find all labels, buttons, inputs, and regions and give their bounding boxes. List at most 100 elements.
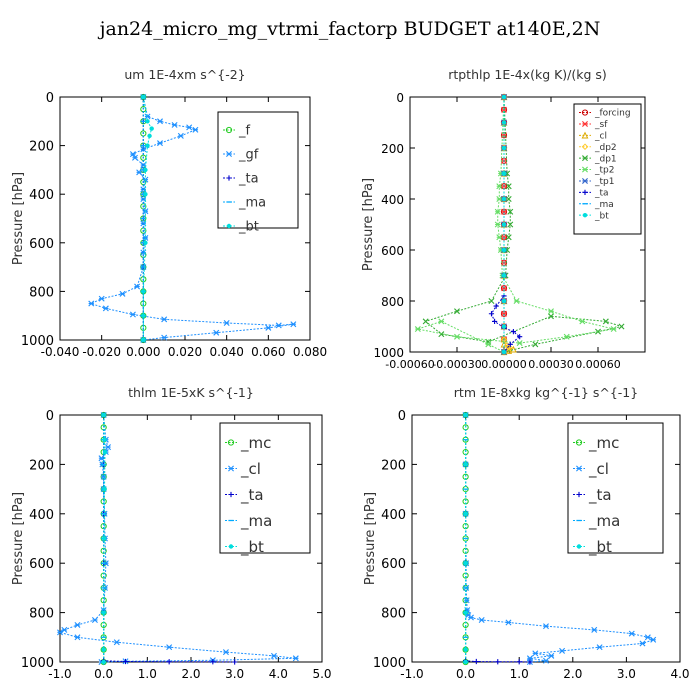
data-point xyxy=(644,634,651,641)
x-tick-label: -0.040 xyxy=(41,345,80,359)
data-point xyxy=(639,640,646,647)
x-tick-label: 1.0 xyxy=(510,667,529,681)
data-point xyxy=(143,167,148,173)
legend-label: _bt xyxy=(588,538,612,557)
data-point xyxy=(166,644,173,651)
legend-label: _bt xyxy=(238,220,259,235)
data-point xyxy=(101,610,106,615)
data-point xyxy=(129,311,136,318)
data-point xyxy=(270,652,277,659)
data-point xyxy=(543,623,549,630)
data-point xyxy=(494,221,501,228)
legend-label: _mc xyxy=(588,434,619,453)
data-point xyxy=(140,146,147,153)
data-point xyxy=(628,630,635,637)
data-point xyxy=(91,617,98,623)
data-point xyxy=(532,341,539,348)
data-point xyxy=(488,311,495,317)
y-axis-label: Pressure [hPa] xyxy=(11,172,26,265)
y-tick-label: 600 xyxy=(381,244,404,258)
data-point xyxy=(119,290,126,297)
legend-label: _tp2 xyxy=(594,166,614,176)
data-point xyxy=(501,310,507,317)
data-point xyxy=(102,305,109,312)
plot-frame xyxy=(409,96,646,353)
data-point xyxy=(548,313,554,320)
data-point xyxy=(105,444,112,451)
series-line xyxy=(58,414,296,663)
legend-marker xyxy=(226,175,232,181)
data-point xyxy=(507,341,513,347)
data-point xyxy=(510,329,516,335)
data-point xyxy=(149,126,154,131)
data-point xyxy=(438,331,445,338)
legend-marker xyxy=(581,131,589,139)
legend-entry: _ta xyxy=(579,189,609,199)
data-point xyxy=(505,234,512,241)
legend: _f _gf _ta _ma _bt xyxy=(217,111,299,235)
data-point xyxy=(505,183,512,190)
x-tick-label: 0.0 xyxy=(456,667,475,681)
series-bt xyxy=(463,412,468,665)
x-tick-label: 0.00000 xyxy=(481,358,527,371)
legend-box xyxy=(217,111,299,229)
data-point xyxy=(88,300,95,307)
legend-marker xyxy=(582,120,588,127)
data-point xyxy=(177,132,184,139)
series-bt xyxy=(101,412,108,665)
chart-panel-1: um 1E-4xm s^{-2} Pressure [hPa] 0 200 400 600… xyxy=(11,67,327,359)
legend-entry: _ma xyxy=(573,512,620,531)
x-tick-label: 2.0 xyxy=(563,667,582,681)
data-point xyxy=(143,240,148,245)
legend-box xyxy=(567,422,664,554)
x-tick-label: 3.0 xyxy=(617,667,636,681)
data-point xyxy=(548,652,555,659)
data-point xyxy=(501,171,507,176)
legend-label: _gf xyxy=(238,148,259,163)
figure-title: jan24_micro_mg_vtrmi_factorp BUDGET at14… xyxy=(99,18,601,40)
legend-entry: _dp1 xyxy=(579,154,617,164)
data-point xyxy=(596,644,603,651)
x-tick-label: 0.020 xyxy=(168,345,202,359)
data-point xyxy=(145,143,150,148)
data-point xyxy=(496,196,503,202)
data-point xyxy=(485,341,492,348)
data-point xyxy=(463,647,468,652)
data-point xyxy=(145,119,150,124)
data-point xyxy=(505,196,512,202)
legend-marker xyxy=(228,491,234,498)
y-tick-label: 200 xyxy=(381,458,406,473)
x-tick-label: -0.020 xyxy=(82,345,121,359)
x-tick-label: 2.0 xyxy=(181,667,200,681)
plot-frame xyxy=(411,414,681,663)
data-point xyxy=(463,511,468,516)
legend-marker xyxy=(581,109,589,116)
x-tick-label: -1.0 xyxy=(400,667,423,681)
y-tick-label: 0 xyxy=(46,409,54,424)
y-tick-label: 200 xyxy=(29,140,54,155)
data-point xyxy=(265,324,272,331)
legend-label: _bt xyxy=(594,211,609,221)
data-point xyxy=(102,486,107,492)
y-tick-label: 200 xyxy=(29,458,54,473)
data-point xyxy=(463,462,468,467)
data-point xyxy=(143,192,148,197)
legend-marker xyxy=(576,465,582,472)
data-point xyxy=(192,126,199,133)
data-point xyxy=(101,659,106,665)
legend-label: _tp1 xyxy=(594,177,614,187)
legend-marker xyxy=(227,439,235,446)
x-tick-label: 5.0 xyxy=(312,667,331,681)
series-ta xyxy=(101,412,238,665)
legend-marker xyxy=(582,177,588,184)
data-point xyxy=(501,222,507,227)
y-tick-label: 600 xyxy=(29,237,54,252)
x-tick-label: -1.0 xyxy=(48,667,71,681)
legend-marker xyxy=(575,439,583,446)
series-line xyxy=(103,415,235,663)
data-point xyxy=(157,140,163,147)
legend-label: _ta xyxy=(238,172,259,187)
y-tick-label: 1000 xyxy=(21,334,54,349)
data-point xyxy=(141,94,146,100)
data-point xyxy=(102,449,108,455)
